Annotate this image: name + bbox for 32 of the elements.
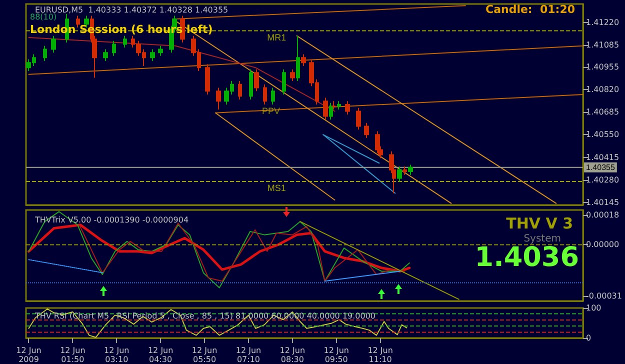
x-tick-label: 12 Jun 08:30 (280, 346, 306, 364)
x-tick-label: 12 Jun 01:50 (60, 346, 86, 364)
annotation: System (524, 234, 562, 244)
ref-line-label: MS1 (267, 183, 286, 194)
x-tick-label: 12 Jun 03:10 (104, 346, 130, 364)
y-tick-label: 1.40415 (586, 152, 620, 162)
y-tick-label: -0.00031 (586, 292, 622, 301)
annotation: Candle: 01:20 (485, 3, 576, 16)
annotation: 88(10) (30, 12, 57, 22)
annotation: THV V 3 (506, 214, 574, 232)
annotation: 1.4036 (474, 242, 580, 273)
y-tick-label: 1.41220 (586, 18, 620, 27)
y-tick-label: 1.41085 (586, 40, 620, 50)
y-tick-label: 1.40685 (586, 108, 620, 117)
y-tick-label: 1.40280 (586, 175, 620, 184)
y-tick-label: 1.40550 (586, 130, 620, 140)
x-tick-label: 12 Jun 2009 (16, 346, 42, 364)
x-tick-label: 12 Jun 09:50 (324, 346, 349, 364)
ref-line-label: MR1 (267, 32, 286, 42)
x-tick-label: 12 Jun 07:10 (236, 346, 262, 364)
x-tick-label: 12 Jun 04:30 (148, 346, 174, 364)
x-tick-label: 12 Jun 05:50 (192, 346, 218, 364)
ref-line-label: 1.40355 (586, 162, 616, 172)
y-tick-label: 0.00018 (586, 210, 620, 220)
x-tick-label: 12 Jun 11:10 (368, 346, 393, 364)
chart-title: EURUSD,M5 1.40333 1.40372 1.40328 1.40355 (35, 6, 228, 14)
y-tick-label: 1.40145 (586, 198, 620, 207)
y-tick-label: 0 (586, 334, 592, 342)
y-tick-label: 100 (586, 304, 602, 312)
y-tick-label: 1.40955 (586, 62, 620, 72)
y-tick-label: 0.00000 (586, 240, 620, 250)
y-tick-label: 1.40820 (586, 84, 620, 94)
